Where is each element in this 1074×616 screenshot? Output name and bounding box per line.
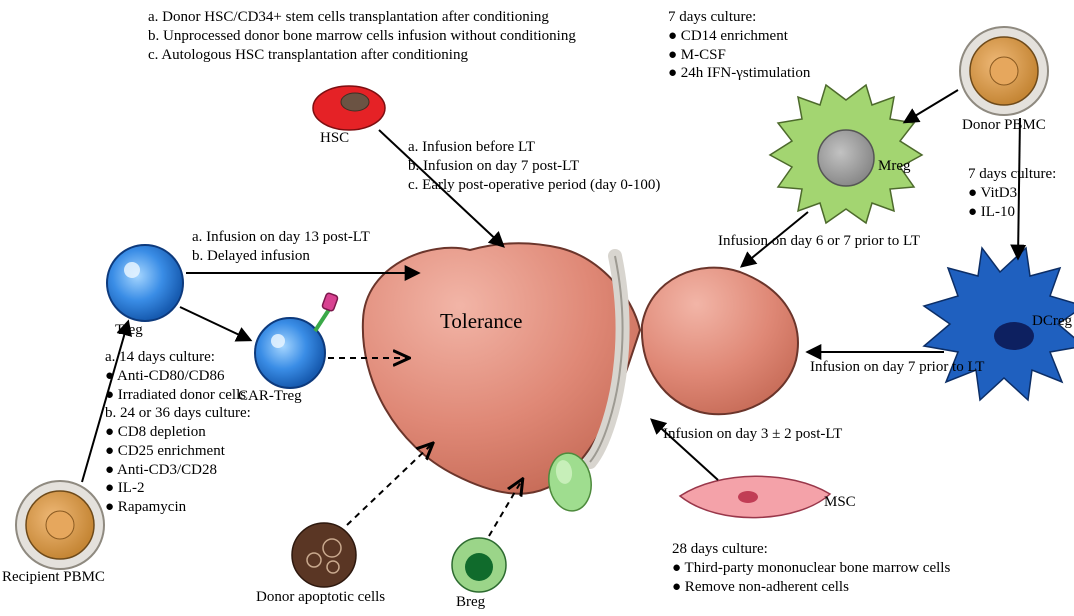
pbmc-1: ● Anti-CD80/CD86: [105, 367, 315, 386]
breg-label: Breg: [456, 594, 485, 611]
msc-infusion-label: Infusion on day 3 ± 2 post-LT: [663, 425, 842, 444]
dcreg-c1: ● VitD3: [968, 184, 1074, 203]
liver-label: Tolerance: [440, 308, 522, 334]
hsc-cell: [313, 86, 385, 130]
mreg-c1: ● CD14 enrichment: [668, 27, 888, 46]
pbmc-7: ● Rapamycin: [105, 498, 315, 517]
dcreg-label: DCreg: [1032, 313, 1072, 330]
mreg-label: Mreg: [878, 158, 911, 175]
dcreg-infusion-label: Infusion on day 7 prior to LT: [810, 358, 984, 377]
hsc-label: HSC: [320, 130, 349, 147]
pbmc-6: ● IL-2: [105, 479, 315, 498]
donor-apoptotic-cell: [292, 523, 356, 587]
msc-c1: ● Third-party mononuclear bone marrow ce…: [672, 559, 1052, 578]
msc-culture-list: 28 days culture: ● Third-party mononucle…: [672, 540, 1052, 596]
mreg-c3: ● 24h IFN-γstimulation: [668, 64, 888, 83]
msc-label: MSC: [824, 494, 856, 511]
donor-pbmc-label: Donor PBMC: [962, 117, 1046, 134]
hsc-inf-a: a. Infusion before LT: [408, 138, 728, 157]
hsc-inf-b: b. Infusion on day 7 post-LT: [408, 157, 728, 176]
treg-inf-a: a. Infusion on day 13 post-LT: [192, 228, 442, 247]
treg-label: Treg: [115, 322, 143, 339]
msc-cell: [680, 476, 830, 517]
msc-c0: 28 days culture:: [672, 540, 1052, 559]
liver-shape: [363, 243, 798, 513]
diagram-stage: Tolerance a. Donor HSC/CD34+ stem cells …: [0, 0, 1074, 616]
recipient-pbmc-cell: [16, 481, 104, 569]
mreg-c0: 7 days culture:: [668, 8, 888, 27]
dcreg-c0: 7 days culture:: [968, 165, 1074, 184]
hsc-list-c: c. Autologous HSC transplantation after …: [148, 46, 668, 65]
hsc-conditioning-list: a. Donor HSC/CD34+ stem cells transplant…: [148, 8, 668, 64]
recipient-pbmc-label: Recipient PBMC: [2, 569, 105, 586]
breg-cell: [452, 538, 506, 592]
pbmc-4: ● CD25 enrichment: [105, 442, 315, 461]
treg-cell: [107, 245, 183, 321]
mreg-infusion-label: Infusion on day 6 or 7 prior to LT: [718, 232, 920, 251]
car-treg-label: CAR-Treg: [238, 388, 302, 405]
mreg-culture-list: 7 days culture: ● CD14 enrichment ● M-CS…: [668, 8, 888, 83]
pbmc-a: a. 14 days culture:: [105, 348, 315, 367]
mreg-c2: ● M-CSF: [668, 46, 888, 65]
pbmc-b: b. 24 or 36 days culture:: [105, 404, 315, 423]
mreg-cell: [770, 85, 922, 223]
dcreg-culture-list: 7 days culture: ● VitD3 ● IL-10: [968, 165, 1074, 221]
recipient-pbmc-list: a. 14 days culture: ● Anti-CD80/CD86 ● I…: [105, 348, 315, 517]
donor-pbmc-cell: [960, 27, 1048, 115]
msc-c2: ● Remove non-adherent cells: [672, 578, 1052, 597]
hsc-list-a: a. Donor HSC/CD34+ stem cells transplant…: [148, 8, 668, 27]
pbmc-3: ● CD8 depletion: [105, 423, 315, 442]
hsc-infusion-list: a. Infusion before LT b. Infusion on day…: [408, 138, 728, 194]
hsc-inf-c: c. Early post-operative period (day 0-10…: [408, 176, 728, 195]
treg-infusion-list: a. Infusion on day 13 post-LT b. Delayed…: [192, 228, 442, 266]
dcreg-c2: ● IL-10: [968, 203, 1074, 222]
diagram-svg: [0, 0, 1074, 616]
donor-apoptotic-label: Donor apoptotic cells: [256, 589, 385, 606]
hsc-list-b: b. Unprocessed donor bone marrow cells i…: [148, 27, 668, 46]
treg-inf-b: b. Delayed infusion: [192, 247, 442, 266]
pbmc-5: ● Anti-CD3/CD28: [105, 461, 315, 480]
